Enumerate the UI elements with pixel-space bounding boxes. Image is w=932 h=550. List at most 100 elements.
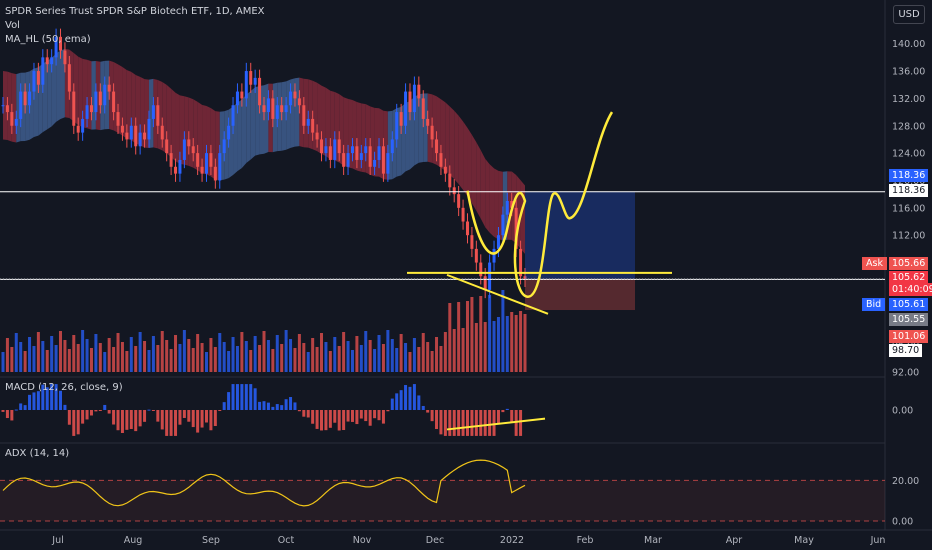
candle-body	[333, 139, 337, 160]
candle-body	[324, 146, 328, 154]
macd-histogram-bar	[439, 410, 443, 435]
volume-bar	[293, 348, 297, 372]
macd-histogram-bar	[510, 410, 514, 423]
ma-ribbon-segment	[467, 127, 472, 204]
candle-body	[107, 84, 111, 92]
ma-ribbon-segment	[308, 79, 313, 150]
volume-bar	[289, 339, 293, 372]
volume-bar	[465, 301, 469, 372]
candle-body	[187, 139, 191, 147]
ma-ribbon-segment	[449, 106, 455, 180]
candle-body	[41, 57, 45, 85]
volume-bar	[461, 328, 465, 372]
macd-histogram-bar	[200, 410, 204, 428]
macd-histogram-bar	[63, 404, 67, 410]
ma-ribbon-segment	[458, 115, 464, 190]
candle-body	[50, 57, 54, 65]
adx-pane[interactable]	[0, 459, 885, 522]
volume-bar	[240, 332, 244, 372]
volume-bar	[222, 342, 226, 372]
volume-bar	[474, 323, 478, 372]
macd-histogram-bar	[448, 410, 452, 436]
candle-body	[501, 214, 505, 236]
candle-body	[284, 105, 288, 113]
volume-bar	[302, 343, 306, 372]
ma-ribbon-segment	[20, 72, 26, 142]
volume-bar	[81, 330, 85, 372]
macd-histogram-bar	[156, 410, 160, 422]
volume-bar	[448, 303, 452, 372]
ma-ribbon-segment	[166, 84, 172, 158]
candle-body	[395, 112, 399, 140]
volume-bar	[94, 334, 98, 372]
ma-ribbon-segment	[445, 102, 450, 175]
candle-body	[350, 146, 354, 154]
forecast-drawing	[466, 111, 614, 299]
volume-bar	[213, 347, 217, 372]
candle-body	[98, 91, 102, 106]
ma-ribbon-segment	[78, 56, 83, 128]
adx-tick-label: 0.00	[892, 516, 913, 527]
volume-bar	[50, 336, 54, 372]
candle-body	[76, 125, 80, 133]
candle-body	[200, 166, 204, 174]
macd-histogram-bar	[275, 404, 279, 410]
volume-bar	[151, 336, 155, 372]
volume-bar	[249, 350, 253, 372]
candle-body	[160, 125, 164, 140]
candle-body	[134, 125, 138, 147]
macd-histogram-bar	[134, 410, 138, 432]
ma-ribbon-segment	[171, 88, 176, 162]
ma-ribbon-segment	[25, 71, 30, 142]
candle-body	[430, 125, 434, 140]
price-pane[interactable]	[0, 0, 886, 530]
macd-histogram-bar	[76, 410, 80, 435]
macd-histogram-bar	[28, 394, 32, 410]
time-tick-label: Jun	[870, 535, 886, 546]
macd-histogram-bar	[138, 410, 142, 427]
macd-histogram-bar	[10, 410, 14, 421]
candle-body	[408, 91, 412, 113]
volume-bar	[235, 346, 239, 372]
volume-bar	[147, 350, 151, 372]
candle-body	[169, 153, 173, 167]
volume-legend: Vol	[5, 20, 20, 31]
macd-histogram-bar	[435, 410, 439, 430]
macd-histogram-bar	[165, 410, 169, 436]
badge-countdown: 01:40:09	[889, 283, 932, 296]
ma-ribbon-segment	[440, 99, 446, 171]
currency-button[interactable]: USD	[893, 5, 925, 24]
macd-histogram-bar	[350, 410, 354, 422]
ma-ribbon-segment	[427, 93, 433, 163]
ma-ribbon-segment	[109, 60, 114, 131]
candle-body	[89, 105, 93, 113]
volume-bar	[315, 347, 319, 372]
macd-histogram-bar	[293, 402, 297, 410]
candle-body	[492, 248, 496, 263]
badge-low: 98.70	[889, 344, 923, 357]
candle-body	[505, 201, 509, 215]
macd-histogram-bar	[399, 390, 403, 410]
candle-body	[174, 166, 178, 174]
volume-bar	[10, 347, 14, 372]
volume-bar	[103, 352, 107, 372]
candle-body	[474, 248, 478, 263]
macd-histogram-bar	[457, 410, 461, 436]
candle-body	[178, 159, 182, 174]
macd-histogram-bar	[41, 384, 45, 410]
ma-ribbon-segment	[104, 60, 110, 130]
macd-histogram-bar	[381, 410, 385, 424]
candle-body	[452, 187, 456, 195]
ma-ribbon-segment	[485, 158, 490, 233]
candle-body	[112, 91, 116, 113]
candle-body	[63, 50, 67, 65]
price-tick-label: 128.00	[892, 121, 925, 132]
candle-body	[94, 91, 98, 113]
candle-body	[342, 153, 346, 167]
macd-histogram-bar	[474, 410, 478, 436]
time-axis: Jul Aug Sep Oct Nov Dec 2022 Feb Mar Apr May Jun	[0, 529, 932, 546]
volume-bar	[342, 332, 346, 372]
volume-bar	[412, 338, 416, 372]
macd-pane[interactable]	[1, 384, 546, 436]
